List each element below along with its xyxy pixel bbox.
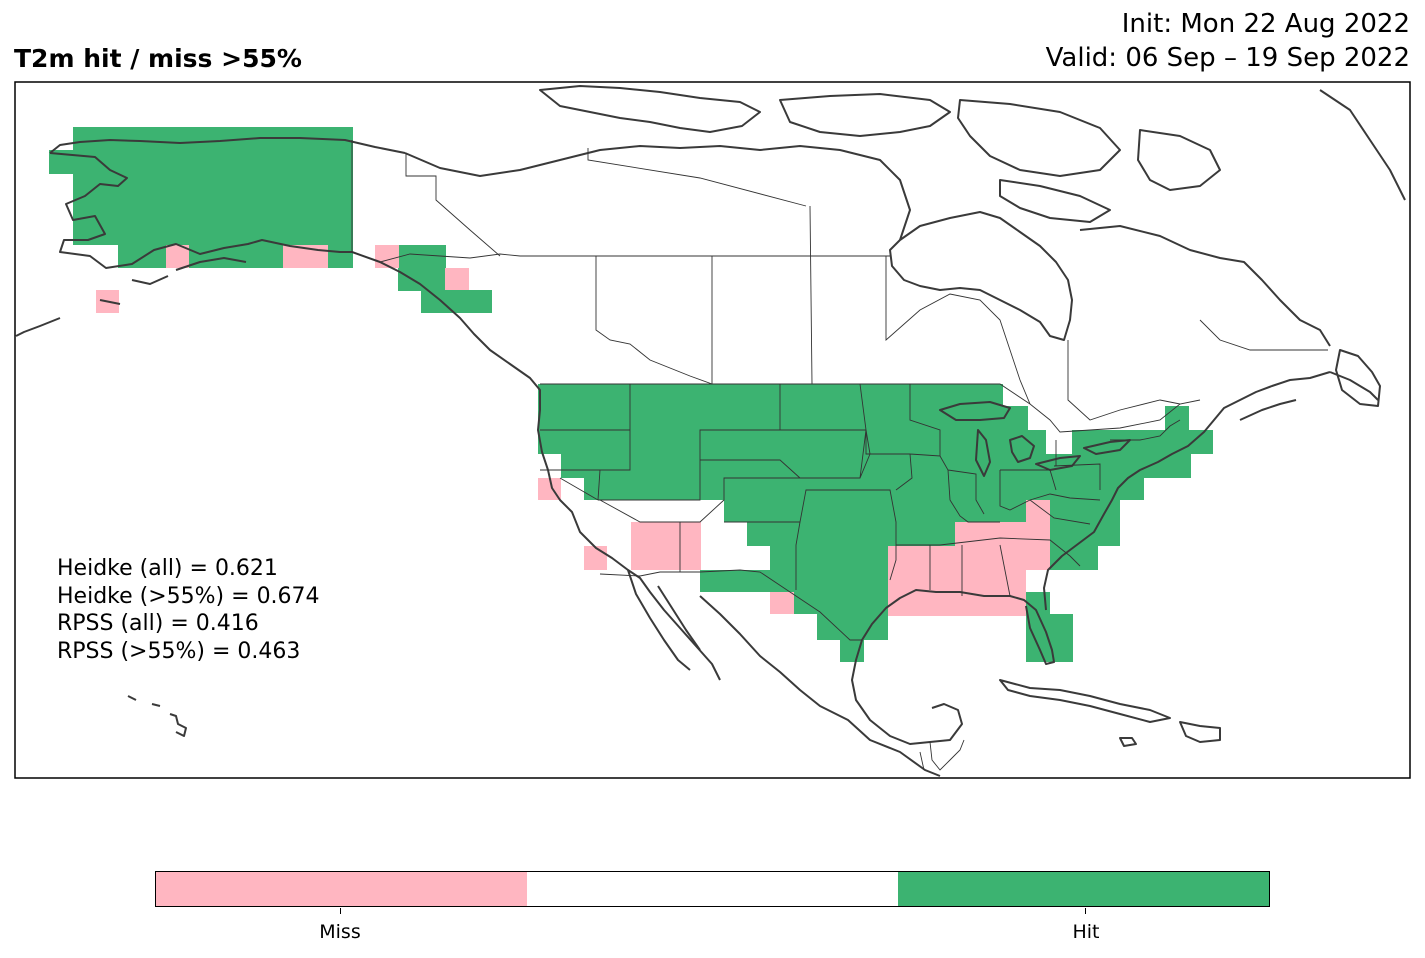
score-statistics: Heidke (all) = 0.621 Heidke (>55%) = 0.6… [57,555,320,665]
greenland-edge [1319,89,1406,201]
nova-scotia [1239,371,1379,421]
alaska-north-coast [49,137,406,154]
hispaniola [1179,721,1221,743]
labrador [1079,225,1331,347]
coastlines [15,85,1406,777]
colorbar-tick-miss [340,908,341,914]
florida-hit-area [1026,614,1073,662]
conus-hit-area [700,570,888,592]
colorbar-label-miss: Miss [319,921,361,943]
us-states-west [540,383,897,590]
colorbar-hit-segment [898,872,1269,906]
atlantic-coast [1043,371,1331,611]
canada-provinces [405,148,1328,421]
stat-heidke-55: Heidke (>55%) = 0.674 [57,583,320,609]
arctic-islands-2 [779,93,951,137]
alaska-miss-cell [166,245,189,268]
conus-hit-area [1050,546,1098,570]
alaska-canada-border [351,140,890,263]
panhandle-hit-cell [398,268,421,291]
jamaica [1119,737,1137,747]
map-frame [14,81,1411,779]
panhandle-hit-cell [421,290,492,313]
colorbar-label-hit: Hit [1072,921,1100,943]
conus-hit-area [770,546,888,570]
colorbar-miss-segment [156,872,527,906]
colorbar-neutral-segment [527,872,898,906]
alaska-coast [49,152,352,269]
newfoundland [1335,349,1381,407]
arctic-islands-1 [539,85,761,133]
stat-heidke-all: Heidke (all) = 0.621 [57,556,278,581]
mexico-gulf [851,639,963,745]
gulf-coast [861,589,1055,665]
conus-hit-cell [1165,406,1189,430]
conus-hit-area [794,592,888,614]
baja [627,569,701,671]
mexico-pacific [699,595,941,777]
conus-miss-cell [584,546,607,570]
panhandle-hit-cell [398,245,446,268]
init-date: Init: Mon 22 Aug 2022 [1121,9,1410,39]
stat-rpss-all: RPSS (all) = 0.416 [57,611,259,636]
hawaii [127,695,187,737]
conus-miss-area [888,546,1050,570]
canada-us-border [540,383,1201,433]
conus-miss-area [955,522,1050,546]
cuba [999,679,1171,723]
alaska-hit-cell [327,245,353,268]
political-borders [351,140,1328,771]
great-lakes [939,401,1131,477]
arctic-islands-3 [957,99,1121,177]
conus-hit-area [724,500,1050,522]
conus-hit-area [584,478,1144,500]
conus-miss-cell [770,592,794,614]
stat-rpss-55: RPSS (>55%) = 0.463 [57,638,301,664]
arctic-islands-4 [1137,129,1221,191]
conus-hit-area [538,384,1003,454]
alaska-hit-area [73,127,353,245]
mexico-states [919,739,965,771]
us-mexico-border [599,569,862,641]
panhandle-miss-cell [445,268,469,291]
map-title: T2m hit / miss >55% [14,44,302,73]
alaska-peninsula [15,257,247,337]
conus-hit-area [1072,430,1213,454]
conus-hit-area [1050,522,1120,546]
panhandle-hit-cell [421,268,445,291]
valid-period: Valid: 06 Sep – 19 Sep 2022 [1045,43,1410,73]
conus-miss-area [888,570,1026,592]
hudson-bay [889,211,1073,341]
alaska-hit-cell [188,245,284,268]
conus-miss-cell [1026,500,1050,522]
colorbar [155,871,1270,907]
conus-hit-area [747,522,955,546]
us-states-east [865,384,1181,597]
baffin [999,179,1111,223]
colorbar-tick-hit [1085,908,1086,914]
southwest-miss-area [631,522,701,570]
arctic-mainland [404,145,911,241]
